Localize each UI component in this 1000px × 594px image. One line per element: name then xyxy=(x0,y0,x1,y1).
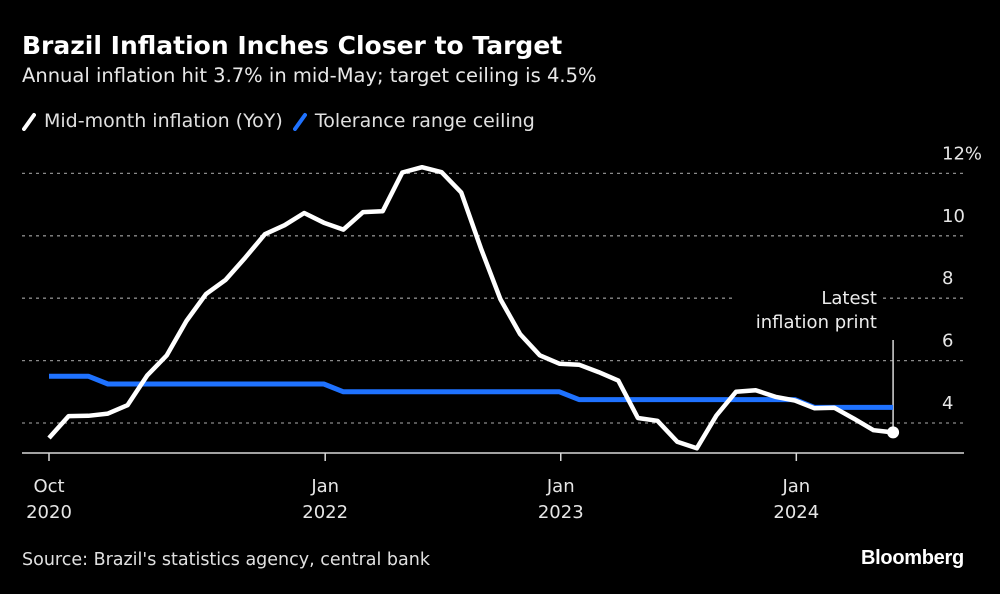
chart-subtitle: Annual inflation hit 3.7% in mid-May; ta… xyxy=(22,64,597,87)
legend-label-inflation: Mid-month inflation (YoY) xyxy=(44,110,283,132)
series xyxy=(47,164,894,451)
source-note: Source: Brazil's statistics agency, cent… xyxy=(22,550,430,570)
x-tick-label-year: 2022 xyxy=(302,502,348,523)
series-line-ceiling xyxy=(49,373,894,410)
y-tick-label: 12% xyxy=(942,143,982,164)
latest-point-marker xyxy=(887,426,900,439)
legend-label-ceiling: Tolerance range ceiling xyxy=(314,110,535,132)
legend-item-inflation: Mid-month inflation (YoY) xyxy=(22,110,283,132)
x-tick-label-year: 2020 xyxy=(26,502,72,523)
y-tick-label: 8 xyxy=(942,268,953,289)
annotation-label-line2: inflation print xyxy=(756,312,877,333)
y-axis-labels: 12% 10 8 6 4 xyxy=(942,143,982,414)
y-tick-label: 10 xyxy=(942,206,965,227)
x-tick-label-year: 2024 xyxy=(773,502,819,523)
x-tick-label-month: Jan xyxy=(546,476,575,497)
x-tick-label-month: Jan xyxy=(310,476,339,497)
legend: Mid-month inflation (YoY) Tolerance rang… xyxy=(22,110,545,132)
x-tick-label-month: Oct xyxy=(33,476,64,497)
legend-item-ceiling: Tolerance range ceiling xyxy=(292,110,535,132)
y-tick-label: 6 xyxy=(942,331,953,352)
series-line-inflation xyxy=(47,164,894,451)
bloomberg-logo: Bloomberg xyxy=(861,547,964,569)
y-tick-label: 4 xyxy=(942,393,953,414)
legend-swatch-blue-icon xyxy=(292,113,307,131)
annotation-knockout xyxy=(736,284,880,334)
x-tick-label-month: Jan xyxy=(781,476,810,497)
x-tick-label-year: 2023 xyxy=(538,502,584,523)
annotation: Latest inflation print xyxy=(736,284,894,433)
legend-swatch-white-icon xyxy=(22,113,36,131)
chart-title: Brazil Inflation Inches Closer to Target xyxy=(22,31,563,60)
x-axis: Oct 2020 Jan 2022 Jan 2023 Jan 2024 xyxy=(22,452,964,523)
annotation-label-line1: Latest xyxy=(821,288,877,309)
